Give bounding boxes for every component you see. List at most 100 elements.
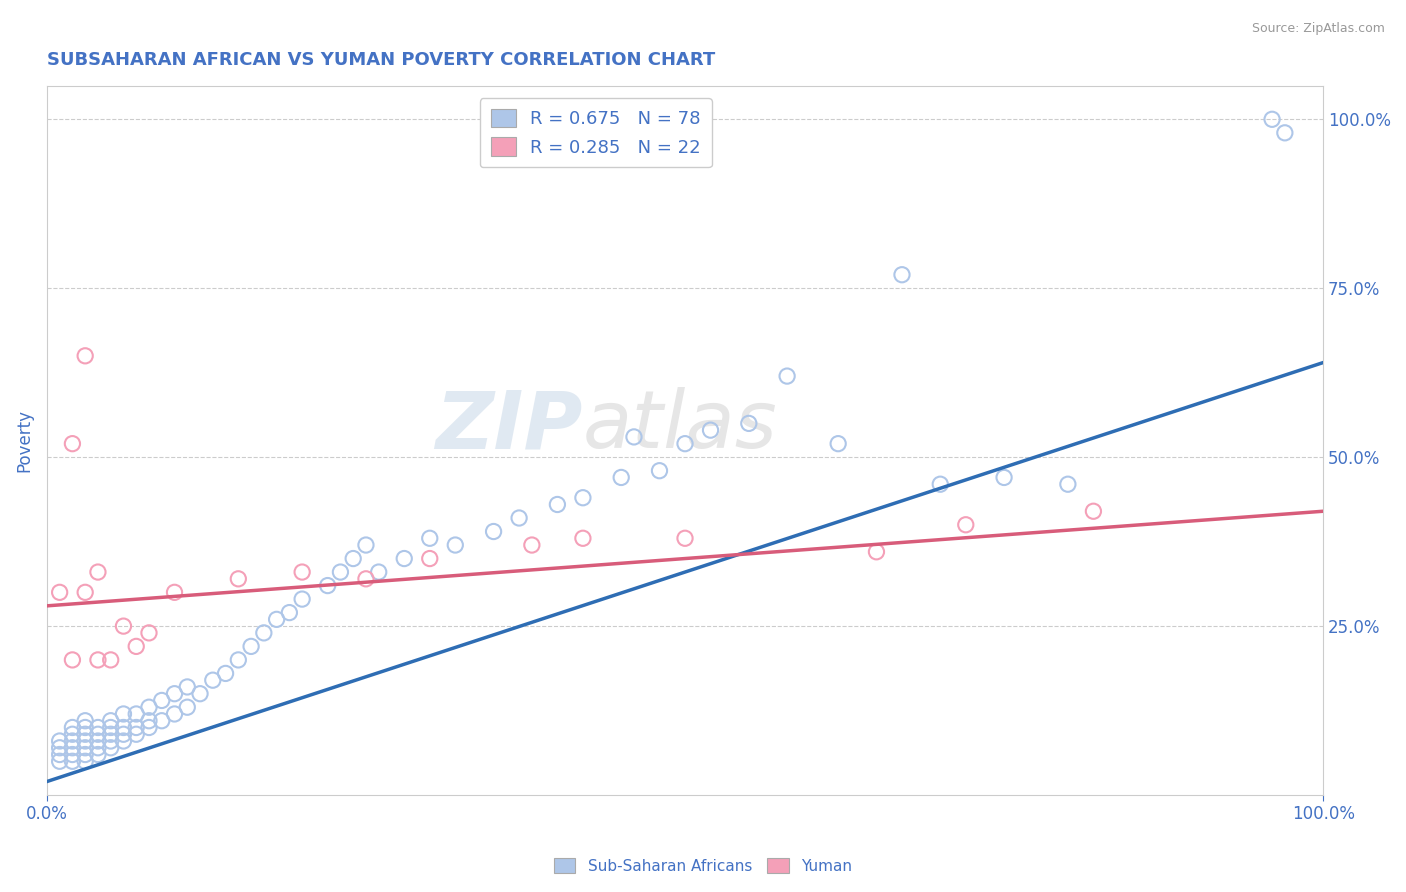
Legend: Sub-Saharan Africans, Yuman: Sub-Saharan Africans, Yuman: [548, 852, 858, 880]
Point: [100, 740, 122, 755]
Point: [929, 477, 952, 491]
Point: [354, 572, 377, 586]
Point: [62, 727, 84, 741]
Point: [75, 734, 97, 748]
Point: [278, 606, 301, 620]
Point: [176, 680, 198, 694]
Point: [738, 417, 761, 431]
Point: [62, 653, 84, 667]
Legend: R = 0.675   N = 78, R = 0.285   N = 22: R = 0.675 N = 78, R = 0.285 N = 22: [479, 98, 711, 168]
Point: [572, 491, 595, 505]
Point: [201, 673, 224, 688]
Point: [62, 740, 84, 755]
Point: [87, 653, 110, 667]
Point: [125, 640, 148, 654]
Point: [100, 727, 122, 741]
Point: [100, 653, 122, 667]
Point: [62, 734, 84, 748]
Point: [572, 531, 595, 545]
Point: [75, 740, 97, 755]
Point: [87, 727, 110, 741]
Point: [329, 565, 352, 579]
Point: [1057, 477, 1080, 491]
Point: [75, 585, 97, 599]
Point: [48, 585, 70, 599]
Point: [367, 565, 389, 579]
Point: [75, 349, 97, 363]
Text: atlas: atlas: [583, 387, 778, 465]
Point: [354, 538, 377, 552]
Point: [891, 268, 914, 282]
Point: [394, 551, 416, 566]
Point: [342, 551, 364, 566]
Point: [62, 436, 84, 450]
Point: [610, 470, 633, 484]
Point: [48, 754, 70, 768]
Point: [419, 531, 441, 545]
Point: [623, 430, 645, 444]
Point: [266, 612, 288, 626]
Point: [188, 687, 211, 701]
Point: [228, 572, 250, 586]
Point: [163, 687, 186, 701]
Point: [62, 747, 84, 762]
Point: [419, 551, 441, 566]
Point: [75, 721, 97, 735]
Point: [100, 734, 122, 748]
Point: [163, 706, 186, 721]
Point: [546, 498, 568, 512]
Point: [673, 531, 696, 545]
Point: [214, 666, 236, 681]
Point: [827, 436, 849, 450]
Point: [955, 517, 977, 532]
Point: [776, 369, 799, 384]
Point: [125, 721, 148, 735]
Text: ZIP: ZIP: [436, 387, 583, 465]
Point: [87, 565, 110, 579]
Point: [673, 436, 696, 450]
Point: [75, 747, 97, 762]
Point: [112, 721, 135, 735]
Point: [482, 524, 505, 539]
Point: [75, 727, 97, 741]
Point: [316, 578, 339, 592]
Point: [87, 734, 110, 748]
Point: [520, 538, 543, 552]
Point: [125, 706, 148, 721]
Point: [138, 721, 160, 735]
Point: [699, 423, 721, 437]
Point: [176, 700, 198, 714]
Point: [48, 740, 70, 755]
Point: [150, 714, 173, 728]
Point: [75, 754, 97, 768]
Point: [100, 721, 122, 735]
Point: [62, 754, 84, 768]
Point: [138, 700, 160, 714]
Point: [253, 626, 276, 640]
Point: [87, 740, 110, 755]
Point: [87, 721, 110, 735]
Point: [112, 619, 135, 633]
Point: [125, 727, 148, 741]
Point: [648, 464, 671, 478]
Point: [112, 727, 135, 741]
Point: [291, 565, 314, 579]
Point: [228, 653, 250, 667]
Point: [1083, 504, 1105, 518]
Point: [508, 511, 530, 525]
Point: [138, 714, 160, 728]
Point: [87, 747, 110, 762]
Point: [62, 721, 84, 735]
Point: [100, 714, 122, 728]
Point: [138, 626, 160, 640]
Point: [112, 706, 135, 721]
Point: [48, 747, 70, 762]
Text: Source: ZipAtlas.com: Source: ZipAtlas.com: [1251, 22, 1385, 36]
Point: [444, 538, 467, 552]
Point: [993, 470, 1015, 484]
Point: [163, 585, 186, 599]
Point: [1274, 126, 1296, 140]
Point: [1261, 112, 1284, 127]
Y-axis label: Poverty: Poverty: [15, 409, 32, 472]
Point: [240, 640, 263, 654]
